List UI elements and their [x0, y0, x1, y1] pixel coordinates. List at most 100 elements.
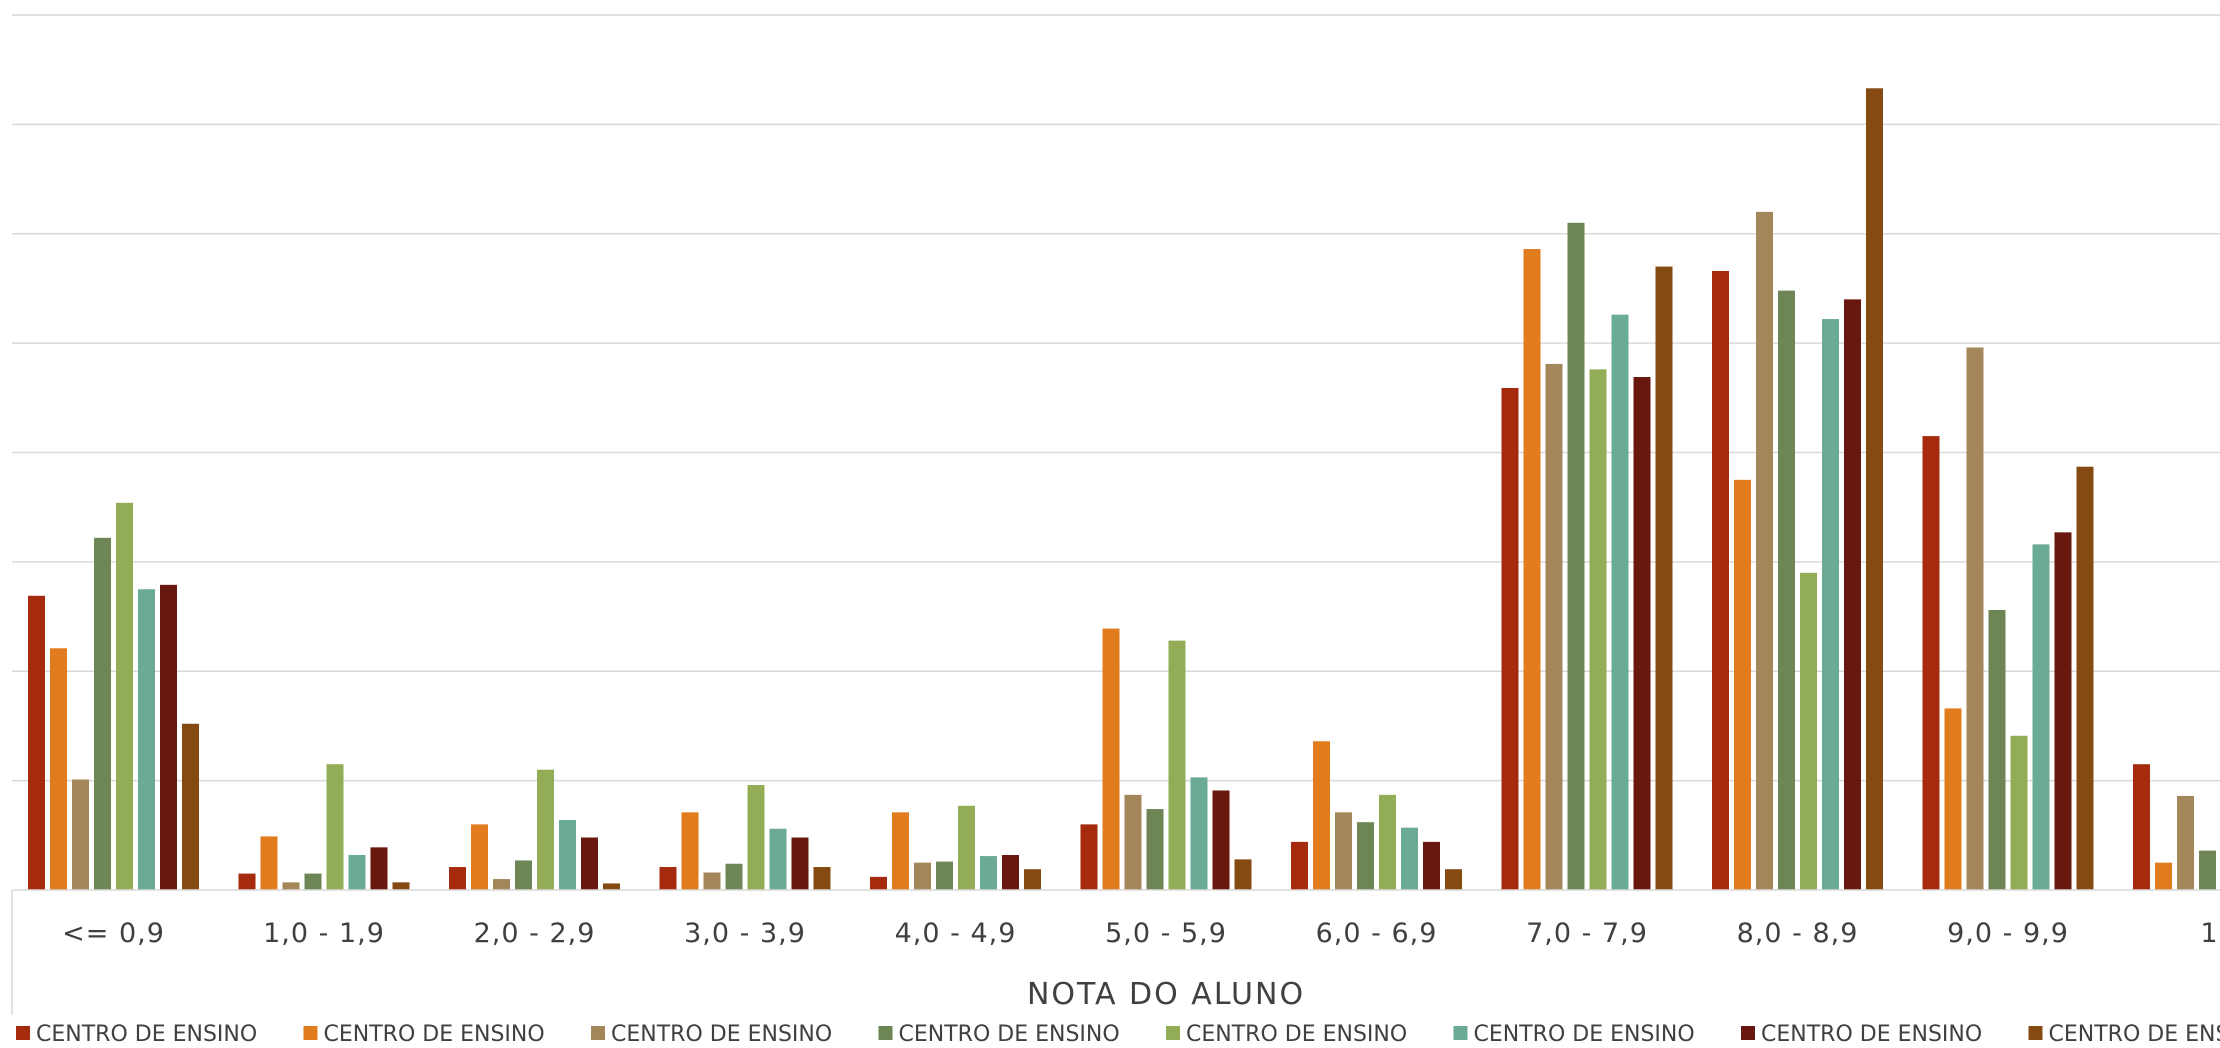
bar: [449, 867, 466, 890]
bar: [1567, 222, 1585, 890]
x-tick-label: 4,0 - 4,9: [895, 918, 1017, 949]
legend-item: CENTRO DE ENSINO: [16, 1022, 257, 1047]
bar: [769, 828, 787, 890]
bar: [160, 584, 177, 890]
bar: [1313, 741, 1330, 890]
legend-item: CENTRO DE ENSINO: [1453, 1022, 1695, 1047]
legend-label: CENTRO DE ENSINO: [324, 1022, 545, 1047]
bar: [1401, 827, 1418, 890]
bar: [936, 861, 953, 890]
bar: [515, 860, 532, 890]
legend-item: CENTRO DE ENSINO: [303, 1022, 545, 1047]
x-tick-label: 10: [2200, 918, 2220, 949]
bar: [1124, 794, 1142, 890]
bar: [2155, 862, 2172, 890]
bar: [304, 873, 322, 890]
axes: [11, 889, 2220, 1015]
bar: [725, 863, 743, 890]
legend-swatch: [878, 1026, 893, 1040]
x-tick-labels: <= 0,9 1,0 - 1,9 2,0 - 2,9 3,0 - 3,9 4,0 - 4…: [62, 918, 2220, 949]
legend-swatch: [303, 1026, 318, 1040]
bar: [326, 764, 344, 890]
legend-label: CENTRO DE ENSINO: [1761, 1022, 1982, 1047]
legend-label: CENTRO DE ENSINO: [1186, 1022, 1407, 1047]
legend-swatch: [591, 1026, 605, 1040]
legend-item: CENTRO DE ENSINO: [2028, 1022, 2220, 1047]
bar: [1734, 479, 1751, 890]
bar: [791, 837, 809, 890]
bar: [659, 867, 677, 890]
x-tick-label: 8,0 - 8,9: [1737, 918, 1859, 949]
bar: [2199, 850, 2216, 890]
x-tick-label: 6,0 - 6,9: [1316, 918, 1438, 949]
legend-swatch: [1741, 1026, 1755, 1040]
bar: [1988, 610, 2006, 890]
bar: [72, 779, 89, 890]
x-tick-label: 2,0 - 2,9: [474, 918, 596, 949]
bar: [182, 723, 199, 890]
bar: [1778, 290, 1795, 890]
bar: [1102, 628, 1120, 890]
bar: [1423, 841, 1440, 890]
legend-item: CENTRO DE ENSINO: [1166, 1022, 1407, 1047]
legend-swatch: [1166, 1026, 1180, 1040]
bar: [559, 820, 576, 890]
bar: [1501, 387, 1519, 890]
bar: [2076, 466, 2094, 890]
bar: [94, 537, 111, 890]
bar: [813, 867, 831, 890]
bar: [1966, 347, 1984, 890]
legend-label: CENTRO DE ENSINO: [36, 1022, 257, 1047]
legend-label: CENTRO DE ENSINO: [899, 1022, 1120, 1047]
legend-item: CENTRO DE ENSINO: [1741, 1022, 1982, 1047]
x-tick-label: 7,0 - 7,9: [1526, 918, 1648, 949]
legend-label: CENTRO DE ENSINO: [611, 1022, 832, 1047]
bar: [1712, 270, 1729, 890]
bar: [2133, 764, 2150, 890]
bar: [1146, 809, 1164, 890]
bar: [870, 876, 887, 890]
bar: [1080, 824, 1098, 890]
legend: CENTRO DE ENSINO CENTRO DE ENSINO CENTRO D…: [16, 1022, 2220, 1047]
bar: [1633, 377, 1651, 890]
bar: [1822, 319, 1839, 890]
bar: [914, 862, 931, 890]
bar: [1866, 88, 1883, 890]
bar: [603, 883, 620, 890]
bar: [1002, 855, 1019, 890]
bar: [1291, 841, 1308, 890]
bar: [1190, 777, 1208, 890]
bar: [493, 879, 510, 890]
bar: [1168, 640, 1186, 890]
bar: [681, 812, 699, 890]
bar: [260, 836, 278, 890]
bar: [703, 872, 721, 890]
bar: [958, 805, 975, 890]
x-tick-label: 3,0 - 3,9: [684, 918, 806, 949]
bar: [1212, 790, 1230, 890]
legend-swatch: [16, 1026, 30, 1040]
bar: [1655, 266, 1673, 890]
bars: [28, 88, 2216, 890]
bar: [1800, 572, 1817, 890]
bar: [238, 873, 256, 890]
legend-label: CENTRO DE ENSINO: [2049, 1022, 2220, 1047]
bar: [2177, 795, 2194, 890]
x-axis-title: NOTA DO ALUNO: [1027, 977, 1305, 1012]
bar: [1445, 869, 1462, 890]
bar: [892, 812, 909, 890]
x-tick-label: 9,0 - 9,9: [1947, 918, 2069, 949]
bar: [1844, 299, 1861, 890]
x-tick-label: 5,0 - 5,9: [1105, 918, 1227, 949]
bar: [1357, 822, 1374, 890]
bar: [537, 769, 554, 890]
bar: [980, 856, 997, 890]
bar: [2054, 532, 2072, 890]
x-tick-label: 1,0 - 1,9: [263, 918, 385, 949]
bar: [1545, 363, 1563, 890]
bar: [1756, 211, 1773, 890]
bar: [1922, 436, 1940, 890]
bar: [2032, 544, 2050, 890]
